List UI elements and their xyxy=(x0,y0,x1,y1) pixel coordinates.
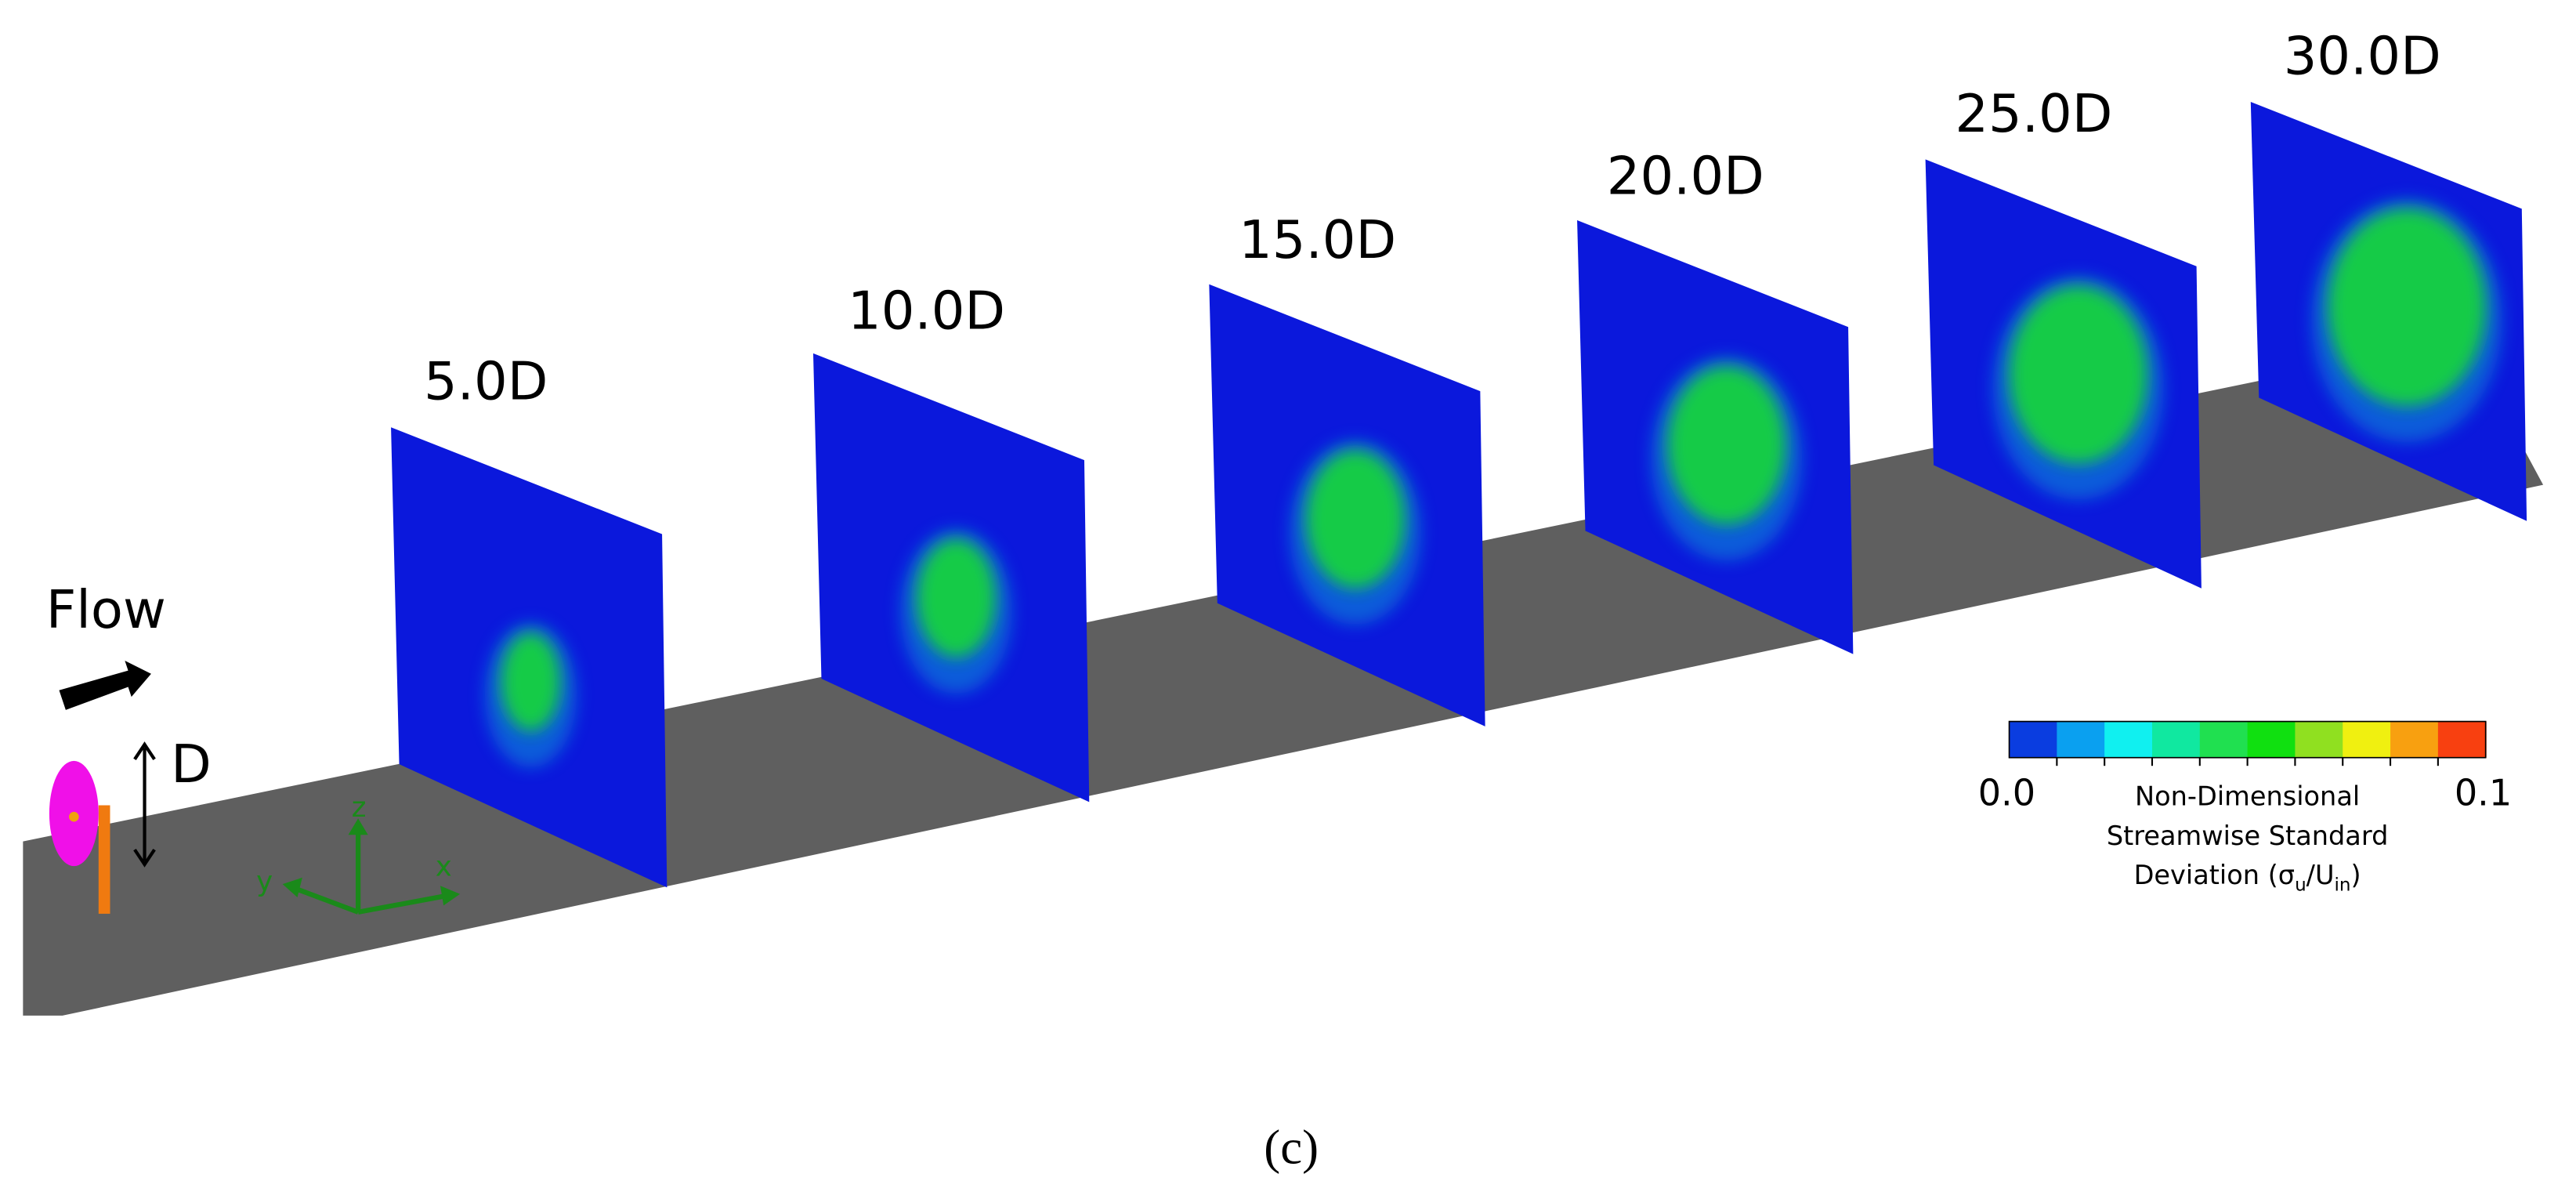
flow-arrow xyxy=(59,660,151,710)
plane-label: 30.0D xyxy=(2284,25,2441,86)
colorbar-segment xyxy=(2199,721,2249,758)
wake-region xyxy=(2009,285,2147,464)
plane-label: 15.0D xyxy=(1239,209,1396,270)
axes-triad xyxy=(282,818,461,915)
plane-label: 25.0D xyxy=(1955,83,2112,144)
y-axis-label: y xyxy=(256,866,273,898)
colorbar-min-label: 0.0 xyxy=(1978,772,2035,814)
plane-label: 5.0D xyxy=(424,351,548,412)
colorbar-segment xyxy=(2247,721,2296,758)
plane-label: 10.0D xyxy=(848,280,1005,341)
title-text: Deviation (σ xyxy=(2134,860,2295,890)
colorbar-segment xyxy=(2104,721,2154,758)
colorbar-segment xyxy=(2009,721,2058,758)
colorbar-frame xyxy=(2008,720,2487,759)
colorbar-segment xyxy=(2390,721,2439,758)
wake-region xyxy=(917,538,996,658)
x-axis-label: x xyxy=(436,851,452,883)
plane-label: 20.0D xyxy=(1607,145,1764,206)
subscript: u xyxy=(2295,875,2306,896)
wake-region xyxy=(501,632,561,732)
title-text: /U xyxy=(2306,860,2335,890)
flow-label: Flow xyxy=(46,579,166,640)
title-text: ) xyxy=(2351,860,2361,890)
colorbar-segment xyxy=(2151,721,2201,758)
wake-region xyxy=(1306,450,1405,589)
colorbar-max-label: 0.1 xyxy=(2455,772,2512,814)
turbine-tower xyxy=(98,805,110,914)
colorbar-segment xyxy=(2057,721,2106,758)
diameter-label: D xyxy=(171,734,212,795)
colorbar-segment xyxy=(2343,721,2392,758)
turbine-hub xyxy=(69,811,79,822)
caption: (c) xyxy=(1264,1120,1319,1175)
colorbar xyxy=(2008,720,2487,766)
subscript: in xyxy=(2335,875,2351,896)
wake-region xyxy=(2328,208,2486,406)
diameter-arrow xyxy=(133,741,156,868)
colorbar-title-line: Non-Dimensional xyxy=(2135,781,2360,812)
colorbar-segment xyxy=(2295,721,2344,758)
planes: 5.0D 10.0D 15.0D 20.0D 25.0D 30.0D xyxy=(391,25,2527,888)
colorbar-title-line: Streamwise Standard xyxy=(2107,821,2389,851)
z-axis-label: z xyxy=(352,792,367,824)
wake-region xyxy=(1667,366,1786,524)
colorbar-title-line: Deviation (σu/Uin) xyxy=(2134,860,2361,895)
colorbar-segment xyxy=(2437,721,2487,758)
